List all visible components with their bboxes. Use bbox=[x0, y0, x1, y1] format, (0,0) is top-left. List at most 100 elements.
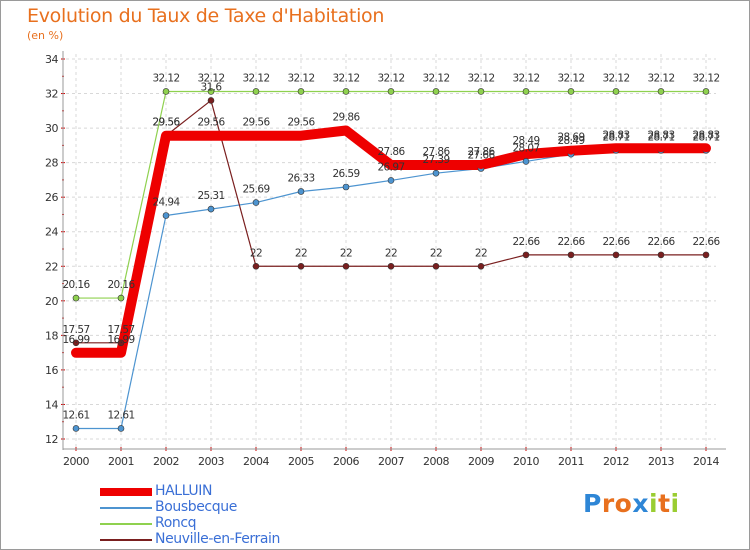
legend-label-roncq: Roncq bbox=[155, 515, 197, 531]
x-tick-label-2011: 2011 bbox=[558, 455, 584, 468]
point-neuville-en-ferrain-2000 bbox=[72, 339, 80, 347]
x-tick-label-2009: 2009 bbox=[468, 455, 494, 468]
data-label-neuville-en-ferrain-2004: 22 bbox=[250, 247, 262, 259]
x-tick-label-2005: 2005 bbox=[288, 455, 314, 468]
y-tick-label-16: 16 bbox=[45, 364, 58, 377]
point-neuville-en-ferrain-2011 bbox=[567, 251, 575, 259]
legend-label-halluin: HALLUIN bbox=[155, 483, 213, 499]
x-tick-label-2013: 2013 bbox=[648, 455, 674, 468]
x-tick-label-2003: 2003 bbox=[198, 455, 224, 468]
point-roncq-2001 bbox=[117, 294, 125, 302]
data-label-halluin-2013: 28.83 bbox=[647, 129, 674, 141]
point-bousbecque-2010 bbox=[522, 158, 530, 165]
point-neuville-en-ferrain-2001 bbox=[117, 339, 125, 347]
point-halluin-2004 bbox=[252, 131, 260, 140]
data-label-neuville-en-ferrain-2008: 22 bbox=[430, 247, 442, 259]
point-roncq-2000 bbox=[72, 294, 80, 302]
data-label-halluin-2012: 28.83 bbox=[602, 129, 629, 141]
point-halluin-2012 bbox=[612, 144, 620, 153]
point-halluin-2007 bbox=[387, 161, 395, 170]
point-halluin-2005 bbox=[297, 131, 305, 140]
point-halluin-2008 bbox=[432, 161, 440, 170]
data-label-roncq-2011: 32.12 bbox=[557, 72, 584, 84]
y-tick-label-20: 20 bbox=[45, 295, 58, 308]
data-label-halluin-2009: 27.86 bbox=[467, 146, 495, 158]
data-label-neuville-en-ferrain-2013: 22.66 bbox=[647, 236, 675, 248]
data-label-halluin-2014: 28.83 bbox=[692, 129, 719, 141]
point-roncq-2005 bbox=[297, 88, 305, 95]
proxiti-logo: Proxiti bbox=[583, 489, 680, 518]
point-roncq-2004 bbox=[252, 88, 260, 95]
point-roncq-2007 bbox=[387, 88, 395, 95]
legend-swatch-roncq bbox=[100, 523, 152, 525]
point-bousbecque-2007 bbox=[387, 177, 395, 184]
data-label-roncq-2010: 32.12 bbox=[512, 72, 539, 84]
data-label-halluin-2005: 29.56 bbox=[287, 117, 315, 129]
data-label-bousbecque-2009: 27.66 bbox=[467, 150, 495, 162]
data-label-bousbecque-2010: 28.07 bbox=[512, 142, 539, 154]
data-label-neuville-en-ferrain-2000: 17.57 bbox=[62, 324, 89, 336]
y-tick-label-32: 32 bbox=[45, 88, 58, 101]
data-label-roncq-2003: 32.12 bbox=[197, 72, 224, 84]
data-label-neuville-en-ferrain-2011: 22.66 bbox=[557, 236, 585, 248]
data-label-halluin-2008: 27.86 bbox=[422, 146, 450, 158]
data-label-roncq-2004: 32.12 bbox=[242, 72, 269, 84]
data-label-bousbecque-2003: 25.31 bbox=[197, 190, 224, 202]
y-tick-label-28: 28 bbox=[45, 157, 58, 170]
data-label-halluin-2011: 28.69 bbox=[557, 132, 584, 144]
data-label-bousbecque-2007: 26.97 bbox=[377, 161, 404, 173]
point-bousbecque-2006 bbox=[342, 183, 350, 191]
point-neuville-en-ferrain-2009 bbox=[477, 262, 485, 270]
data-label-bousbecque-2002: 24.94 bbox=[152, 196, 180, 208]
point-halluin-2001 bbox=[117, 348, 125, 357]
point-halluin-2011 bbox=[567, 146, 575, 155]
point-roncq-2014 bbox=[702, 88, 710, 95]
axis-layer: 12 14 16 18 20 22 24 26 28 30 32 34 2000 2001 2002 2003… bbox=[45, 51, 726, 468]
y-tick-label-22: 22 bbox=[45, 260, 58, 273]
data-label-halluin-2000: 16.99 bbox=[62, 334, 89, 346]
data-label-halluin-2001: 16.99 bbox=[107, 334, 134, 346]
x-tick-label-2001: 2001 bbox=[108, 455, 134, 468]
point-neuville-en-ferrain-2004 bbox=[252, 262, 260, 270]
point-roncq-2012 bbox=[612, 88, 620, 95]
x-tick-label-2004: 2004 bbox=[243, 455, 269, 468]
y-tick-label-18: 18 bbox=[45, 329, 58, 342]
point-halluin-2006 bbox=[342, 126, 350, 135]
point-neuville-en-ferrain-2014 bbox=[702, 251, 710, 259]
data-label-neuville-en-ferrain-2007: 22 bbox=[385, 247, 397, 259]
data-label-bousbecque-2011: 28.49 bbox=[557, 135, 584, 147]
y-tick-label-14: 14 bbox=[45, 398, 58, 411]
data-label-bousbecque-2006: 26.59 bbox=[332, 168, 359, 180]
data-label-bousbecque-2000: 12.61 bbox=[62, 409, 89, 421]
legend-swatch-halluin bbox=[100, 488, 152, 496]
x-tick-label-2014: 2014 bbox=[693, 455, 719, 468]
data-label-bousbecque-2004: 25.69 bbox=[242, 184, 269, 196]
y-tick-label-12: 12 bbox=[45, 433, 58, 446]
data-label-halluin-2006: 29.86 bbox=[332, 112, 360, 124]
data-label-neuville-en-ferrain-2014: 22.66 bbox=[692, 236, 720, 248]
data-label-roncq-2009: 32.12 bbox=[467, 72, 494, 84]
point-bousbecque-2001 bbox=[117, 425, 125, 432]
chart-title: Evolution du Taux de Taxe d'Habitation bbox=[27, 5, 385, 27]
data-label-halluin-2004: 29.56 bbox=[242, 117, 270, 129]
data-label-roncq-2000: 20.16 bbox=[62, 279, 90, 291]
point-halluin-2010 bbox=[522, 150, 530, 159]
data-label-halluin-2003: 29.56 bbox=[197, 117, 225, 129]
data-label-bousbecque-2008: 27.39 bbox=[422, 154, 449, 166]
data-label-roncq-2002: 32.12 bbox=[152, 72, 179, 84]
point-bousbecque-2003 bbox=[207, 205, 215, 213]
y-tick-label-30: 30 bbox=[45, 122, 58, 135]
point-bousbecque-2002 bbox=[162, 212, 170, 219]
point-bousbecque-2005 bbox=[297, 188, 305, 195]
point-neuville-en-ferrain-2013 bbox=[657, 251, 665, 259]
y-tick-label-26: 26 bbox=[45, 191, 58, 204]
data-label-halluin-2010: 28.49 bbox=[512, 135, 539, 147]
point-roncq-2008 bbox=[432, 88, 440, 95]
data-label-bousbecque-2014: 28.71 bbox=[692, 131, 719, 143]
data-label-bousbecque-2012: 28.71 bbox=[602, 131, 629, 143]
point-neuville-en-ferrain-2006 bbox=[342, 262, 350, 270]
data-label-roncq-2007: 32.12 bbox=[377, 72, 404, 84]
data-label-neuville-en-ferrain-2002: 29.56 bbox=[152, 117, 180, 129]
point-neuville-en-ferrain-2008 bbox=[432, 262, 440, 270]
